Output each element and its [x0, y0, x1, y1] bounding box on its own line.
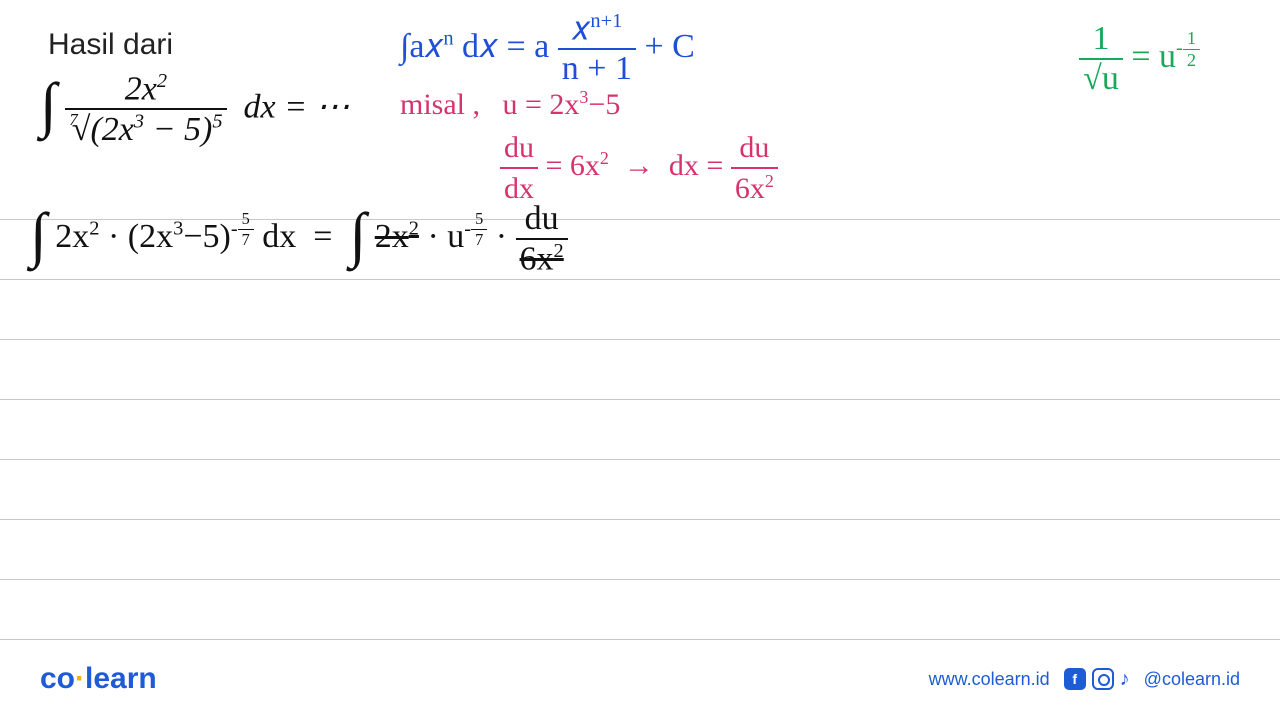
footer: co·learn www.colearn.id f ♪ @colearn.id: [40, 662, 1240, 696]
integral-rewrite: ∫ 2x2 · (2x3−5)-57 dx = ∫ 2x2 · u-57 · d…: [30, 200, 568, 278]
logo-learn: learn: [85, 662, 157, 695]
power-rule-formula: ∫a𝑥n d𝑥 = a 𝑥n+1n + 1 + C: [400, 10, 695, 88]
social-icons: f ♪: [1064, 668, 1130, 691]
footer-url[interactable]: www.colearn.id: [929, 669, 1050, 690]
problem-label: Hasil dari: [48, 28, 173, 62]
substitution-line-1: misal , u = 2x3−5: [400, 85, 778, 124]
tiktok-icon[interactable]: ♪: [1120, 668, 1130, 691]
colearn-logo: co·learn: [40, 662, 157, 696]
u-substitution-note: misal , u = 2x3−5 dudx = 6x2 → dx = du6x…: [400, 85, 778, 208]
worksheet-page: Hasil dari ∫ 2x27√(2x3 − 5)5 dx = ⋯ ∫a𝑥n…: [0, 0, 1280, 720]
facebook-icon[interactable]: f: [1064, 668, 1086, 690]
root-identity-note: 1√u = u-12: [1079, 20, 1200, 98]
logo-dot: ·: [75, 662, 85, 695]
logo-co: co: [40, 662, 75, 695]
footer-handle[interactable]: @colearn.id: [1144, 669, 1240, 690]
instagram-icon[interactable]: [1092, 668, 1114, 690]
problem-integral: ∫ 2x27√(2x3 − 5)5 dx = ⋯: [40, 70, 350, 149]
footer-right: www.colearn.id f ♪ @colearn.id: [929, 668, 1240, 691]
substitution-line-2: dudx = 6x2 → dx = du6x2: [500, 128, 778, 208]
